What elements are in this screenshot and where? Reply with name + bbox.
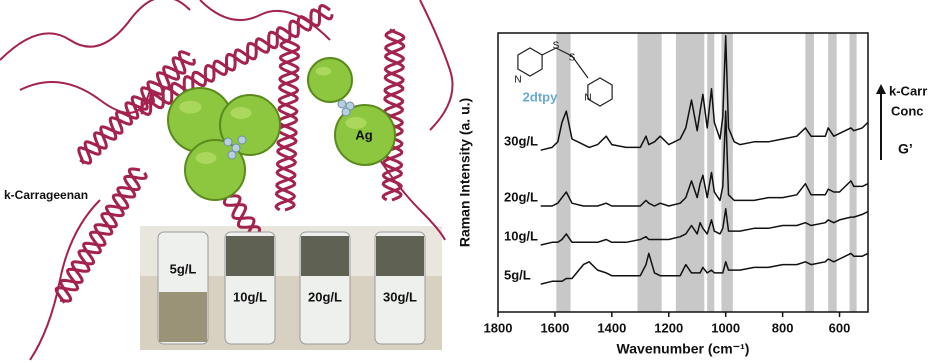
particle-highlight bbox=[230, 107, 252, 119]
molecule-dot bbox=[337, 99, 347, 109]
polymer-label: k-Carrageenan bbox=[4, 188, 88, 202]
atom-label: N bbox=[514, 75, 521, 86]
molecule-dot bbox=[223, 137, 233, 147]
highlight-band bbox=[637, 33, 662, 312]
vial-gel bbox=[159, 292, 207, 342]
x-tick-label: 1400 bbox=[597, 320, 626, 335]
plot-frame bbox=[497, 32, 869, 313]
vial-gel bbox=[301, 236, 349, 276]
helix-strand bbox=[140, 8, 334, 115]
highlight-band bbox=[805, 33, 814, 312]
arrow-head bbox=[876, 84, 886, 94]
pyridine-ring bbox=[587, 77, 613, 107]
molecule-dot bbox=[231, 143, 241, 153]
helix-strand bbox=[59, 167, 141, 303]
y-axis-label: Raman Intensity (a. u.) bbox=[457, 98, 473, 247]
highlight-band bbox=[849, 33, 857, 312]
x-tick-label: 800 bbox=[772, 320, 794, 335]
series-label: 5g/L bbox=[504, 268, 531, 283]
pyridine-ring bbox=[517, 47, 543, 77]
x-tick-label: 600 bbox=[829, 320, 851, 335]
vial-label: 5g/L bbox=[170, 261, 197, 276]
atom-label: S bbox=[553, 41, 560, 52]
helix-strand bbox=[274, 38, 301, 212]
helix-strand bbox=[77, 56, 196, 165]
particle-highlight bbox=[315, 66, 332, 76]
helix-strand bbox=[139, 3, 331, 117]
spectrum-line bbox=[540, 110, 869, 207]
atom-label: S bbox=[569, 53, 576, 64]
helix-strand bbox=[274, 38, 301, 212]
helix-strand bbox=[381, 28, 406, 202]
vial-gel bbox=[226, 236, 274, 276]
helix-strand bbox=[54, 172, 148, 304]
highlight-band bbox=[556, 33, 571, 312]
helix-strand bbox=[79, 50, 191, 165]
molecule-dot bbox=[227, 150, 237, 160]
spectrum-line bbox=[540, 208, 869, 246]
silver-particle bbox=[307, 57, 353, 103]
polymer-chain bbox=[419, 0, 454, 131]
molecule-dot bbox=[237, 135, 247, 145]
vial-label: 10g/L bbox=[233, 289, 267, 304]
arrow-text: k-Carr bbox=[889, 83, 927, 98]
x-tick-label: 1800 bbox=[484, 320, 513, 335]
molecule-name: 2dtpy bbox=[523, 89, 558, 104]
polymer-chain bbox=[379, 159, 446, 241]
arrow-text: Conc bbox=[891, 103, 924, 118]
series-label: 30g/L bbox=[504, 134, 538, 149]
vial-label: 20g/L bbox=[308, 289, 342, 304]
x-tick-label: 1600 bbox=[540, 320, 569, 335]
vial-gel bbox=[376, 236, 424, 276]
modulus-label: G’ bbox=[898, 141, 913, 157]
particle-highlight bbox=[179, 100, 202, 114]
highlight-band bbox=[675, 33, 705, 312]
particle-highlight bbox=[345, 117, 367, 129]
molecule-dot bbox=[341, 107, 351, 117]
polymer-chain bbox=[0, 0, 191, 61]
disulfide-bond bbox=[541, 47, 589, 79]
particle-highlight bbox=[195, 152, 217, 164]
particle-label: Ag bbox=[355, 127, 372, 142]
highlight-band bbox=[828, 33, 837, 312]
x-tick-label: 1200 bbox=[654, 320, 683, 335]
x-tick-label: 1000 bbox=[711, 320, 740, 335]
spectrum-line bbox=[540, 252, 869, 285]
vial-label: 30g/L bbox=[383, 289, 417, 304]
series-label: 20g/L bbox=[504, 189, 538, 204]
x-axis-label: Wavenumber (cm⁻¹) bbox=[617, 341, 750, 357]
spectrum-line bbox=[540, 35, 869, 151]
series-label: 10g/L bbox=[504, 228, 538, 243]
polymer-chain bbox=[19, 81, 151, 114]
polymer-chain bbox=[29, 199, 101, 361]
atom-label: N bbox=[584, 93, 591, 104]
